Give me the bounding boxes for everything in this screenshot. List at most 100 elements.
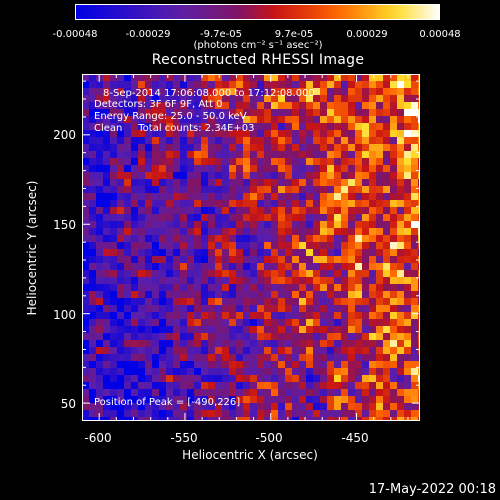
heatmap-cell [264, 340, 271, 347]
heatmap-cell [152, 389, 159, 396]
heatmap-cell [271, 284, 278, 291]
heatmap-cell [390, 144, 397, 151]
heatmap-cell [96, 249, 103, 256]
heatmap-cell [355, 123, 362, 130]
heatmap-cell [362, 214, 369, 221]
heatmap-cell [166, 102, 173, 109]
heatmap-cell [264, 158, 271, 165]
heatmap-cell [117, 277, 124, 284]
heatmap-cell [152, 347, 159, 354]
heatmap-cell [138, 417, 145, 421]
heatmap-cell [369, 382, 376, 389]
heatmap-cell [117, 347, 124, 354]
heatmap-cell [173, 95, 180, 102]
heatmap-cell [320, 193, 327, 200]
heatmap-cell [327, 361, 334, 368]
heatmap-cell [257, 368, 264, 375]
heatmap-cell [229, 312, 236, 319]
heatmap-cell [124, 305, 131, 312]
heatmap-cell [82, 277, 89, 284]
heatmap-cell [313, 263, 320, 270]
heatmap-cell [264, 151, 271, 158]
heatmap-cell [229, 242, 236, 249]
heatmap-cell [131, 256, 138, 263]
heatmap-cell [96, 312, 103, 319]
heatmap-cell [131, 312, 138, 319]
heatmap-cell [278, 151, 285, 158]
heatmap-cell [369, 151, 376, 158]
heatmap-cell [229, 214, 236, 221]
heatmap-cell [390, 158, 397, 165]
heatmap-cell [110, 361, 117, 368]
heatmap-cell [187, 242, 194, 249]
heatmap-cell [166, 130, 173, 137]
heatmap-cell [264, 347, 271, 354]
heatmap-cell [201, 354, 208, 361]
heatmap-cell [341, 340, 348, 347]
heatmap-cell [124, 186, 131, 193]
heatmap-cell [138, 403, 145, 410]
heatmap-cell [145, 403, 152, 410]
heatmap-cell [208, 263, 215, 270]
heatmap-cell [376, 88, 383, 95]
heatmap-cell [96, 193, 103, 200]
heatmap-cell [131, 158, 138, 165]
heatmap-cell [110, 144, 117, 151]
heatmap-cell [299, 368, 306, 375]
heatmap-cell [341, 221, 348, 228]
heatmap-cell [138, 270, 145, 277]
heatmap-cell [390, 235, 397, 242]
heatmap-cell [89, 214, 96, 221]
heatmap-cell [390, 291, 397, 298]
heatmap-cell [271, 200, 278, 207]
heatmap-cell [397, 95, 404, 102]
heatmap-cell [334, 361, 341, 368]
heatmap-cell [173, 368, 180, 375]
heatmap-cell [411, 417, 418, 421]
heatmap-cell [278, 319, 285, 326]
heatmap-cell [250, 95, 257, 102]
heatmap-cell [278, 74, 285, 81]
heatmap-cell [299, 291, 306, 298]
heatmap-cell [369, 305, 376, 312]
heatmap-cell [320, 130, 327, 137]
heatmap-cell [194, 410, 201, 417]
heatmap-cell [271, 109, 278, 116]
heatmap-cell [334, 270, 341, 277]
heatmap-cell [292, 228, 299, 235]
heatmap-cell [327, 102, 334, 109]
heatmap-cell [257, 95, 264, 102]
heatmap-cell [82, 137, 89, 144]
heatmap-cell [103, 263, 110, 270]
heatmap-cell [376, 368, 383, 375]
heatmap-cell [278, 95, 285, 102]
heatmap-cell [390, 312, 397, 319]
heatmap-cell [327, 319, 334, 326]
heatmap-cell [376, 179, 383, 186]
heatmap-cell [383, 235, 390, 242]
heatmap-cell [138, 347, 145, 354]
heatmap-cell [89, 165, 96, 172]
heatmap-cell [306, 249, 313, 256]
heatmap-cell [194, 95, 201, 102]
heatmap-cell [348, 319, 355, 326]
heatmap-cell [299, 389, 306, 396]
heatmap-cell [355, 158, 362, 165]
heatmap-cell [404, 242, 411, 249]
heatmap-cell [236, 263, 243, 270]
heatmap-cell [320, 95, 327, 102]
heatmap-cell [236, 249, 243, 256]
heatmap-cell [278, 312, 285, 319]
heatmap-cell [124, 242, 131, 249]
heatmap-cell [166, 284, 173, 291]
heatmap-cell [117, 361, 124, 368]
heatmap-cell [397, 277, 404, 284]
heatmap-cell [145, 95, 152, 102]
heatmap-cell [173, 326, 180, 333]
heatmap-cell [292, 242, 299, 249]
heatmap-cell [334, 186, 341, 193]
heatmap-cell [299, 270, 306, 277]
heatmap-cell [397, 214, 404, 221]
heatmap-cell [89, 228, 96, 235]
heatmap-cell [341, 116, 348, 123]
